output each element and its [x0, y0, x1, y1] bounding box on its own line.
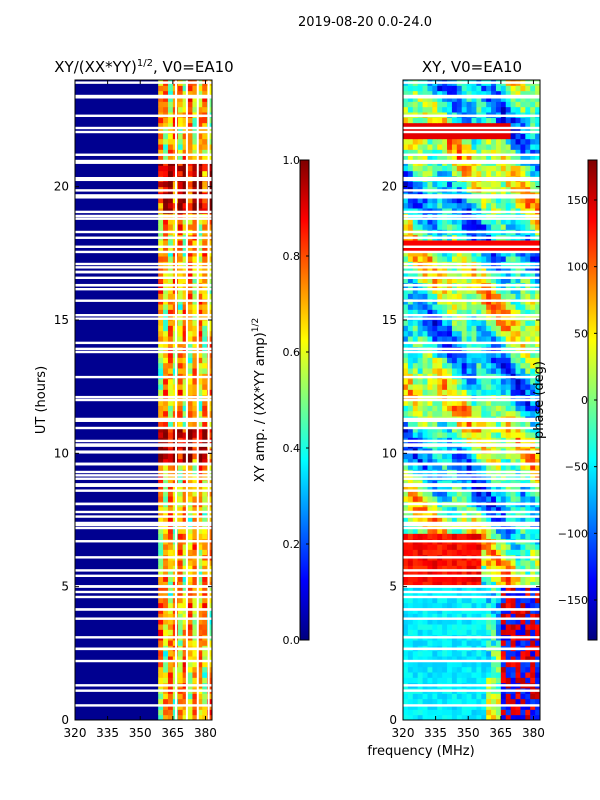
colorbar-tick-label: 1.0: [283, 154, 301, 167]
phase-colorbar-label: phase (deg): [532, 361, 547, 439]
x-tick-label: 320: [392, 726, 415, 740]
colorbar-tick-label: −150: [558, 594, 588, 607]
colorbar-tick-label: 150: [567, 194, 588, 207]
colorbar-tick-label: 0.6: [283, 346, 301, 359]
y-tick-label: 5: [61, 580, 69, 594]
phase-frame: [402, 79, 541, 721]
x-tick-label: 380: [522, 726, 545, 740]
colorbar-tick-label: 0.2: [283, 538, 301, 551]
colorbar-tick-label: 100: [567, 261, 588, 274]
colorbar-tick-label: 0.4: [283, 442, 301, 455]
phase-colorbar: −150 −100 −50 0 50 100 150 phase (deg): [532, 159, 598, 641]
x-tick-label: 365: [161, 726, 184, 740]
y-tick-label: 0: [61, 713, 69, 727]
amplitude-panel: XY/(XX*YY)1/2, V0=EA10 320 335 350 365 380 0 5…: [34, 58, 234, 740]
suptitle: 2019-08-20 0.0-24.0: [298, 15, 432, 30]
x-tick-label: 320: [64, 726, 87, 740]
y-tick-label: 0: [389, 713, 397, 727]
ylabel: UT (hours): [34, 366, 49, 434]
x-tick-label: 335: [96, 726, 119, 740]
y-tick-label: 10: [382, 446, 397, 460]
y-tick-label: 15: [382, 313, 397, 327]
colorbar-tick-label: 0.0: [283, 634, 301, 647]
x-tick-label: 335: [424, 726, 447, 740]
y-tick-label: 10: [54, 446, 69, 460]
amplitude-frame: [74, 79, 213, 721]
colorbar-tick-label: 50: [574, 327, 588, 340]
colorbar-tick-label: 0: [581, 394, 588, 407]
y-tick-label: 20: [382, 180, 397, 194]
amplitude-heatmap: [75, 80, 212, 720]
amplitude-colorbar-gradient: [299, 159, 310, 641]
colorbar-tick-label: −50: [565, 461, 588, 474]
y-tick-label: 5: [389, 580, 397, 594]
amplitude-colorbar-label: XY amp. / (XX*YY amp)1/2: [251, 318, 268, 482]
phase-panel: XY, V0=EA10 320 335 350 365 380 0 5 10 15 20 freq…: [367, 58, 545, 759]
amplitude-colorbar: 0.0 0.2 0.4 0.6 0.8 1.0 XY amp. / (XX*YY amp)…: [251, 154, 310, 647]
phase-heatmap: [403, 80, 540, 720]
y-tick-label: 20: [54, 180, 69, 194]
y-tick-label: 15: [54, 313, 69, 327]
x-tick-label: 380: [194, 726, 217, 740]
x-tick-label: 350: [457, 726, 480, 740]
amplitude-title: XY/(XX*YY)1/2, V0=EA10: [54, 58, 233, 76]
phase-title: XY, V0=EA10: [422, 58, 522, 76]
colorbar-tick-label: 0.8: [283, 250, 301, 263]
x-tick-label: 365: [489, 726, 512, 740]
colorbar-tick-label: −100: [558, 527, 588, 540]
xlabel: frequency (MHz): [367, 744, 474, 759]
x-tick-label: 350: [129, 726, 152, 740]
